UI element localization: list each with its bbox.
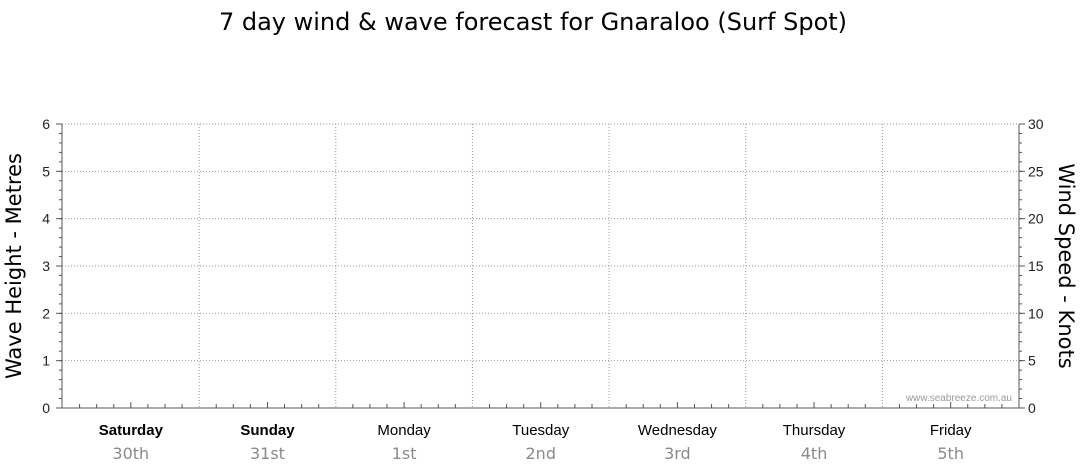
right-tick-label: 20: [1028, 211, 1044, 227]
day-label: Saturday: [99, 422, 164, 439]
left-tick-label: 2: [42, 305, 50, 321]
right-tick-label: 0: [1028, 400, 1036, 416]
left-tick-label: 3: [42, 258, 50, 274]
left-axis-label: Wave Height - Metres: [2, 153, 26, 379]
right-tick-label: 5: [1028, 353, 1036, 369]
right-tick-label: 10: [1028, 305, 1044, 321]
chart-title: 7 day wind & wave forecast for Gnaraloo …: [219, 8, 847, 36]
right-y-axis-ticks: 0 5 10 15 20 25 30: [1019, 116, 1044, 416]
date-label: 31st: [250, 444, 285, 463]
left-y-axis-ticks: 0 1 2 3 4 5 6: [42, 116, 62, 416]
grid: [62, 123, 1019, 408]
day-label: Thursday: [783, 422, 846, 439]
watermark: www.seabreeze.com.au: [905, 393, 1012, 404]
date-label: 2nd: [526, 444, 556, 463]
x-axis-ticks: [79, 402, 1003, 408]
day-label: Wednesday: [638, 422, 717, 439]
day-label: Sunday: [240, 422, 295, 439]
left-tick-label: 0: [42, 400, 50, 416]
right-tick-label: 15: [1028, 258, 1044, 274]
right-axis-label: Wind Speed - Knots: [1054, 163, 1078, 368]
day-label: Friday: [930, 422, 972, 439]
date-label: 1st: [392, 444, 417, 463]
date-label: 5th: [937, 444, 964, 463]
right-tick-label: 30: [1028, 116, 1044, 132]
left-tick-label: 5: [42, 163, 50, 179]
day-labels: Saturday 30th Sunday 31st Monday 1st Tuesday 2n…: [99, 422, 972, 463]
left-tick-label: 1: [42, 353, 50, 369]
day-label: Tuesday: [512, 422, 569, 439]
date-label: 4th: [801, 444, 828, 463]
date-label: 30th: [112, 444, 149, 463]
day-label: Monday: [377, 422, 431, 439]
right-tick-label: 25: [1028, 163, 1044, 179]
date-label: 3rd: [664, 444, 691, 463]
left-tick-label: 6: [42, 116, 50, 132]
left-tick-label: 4: [42, 211, 50, 227]
